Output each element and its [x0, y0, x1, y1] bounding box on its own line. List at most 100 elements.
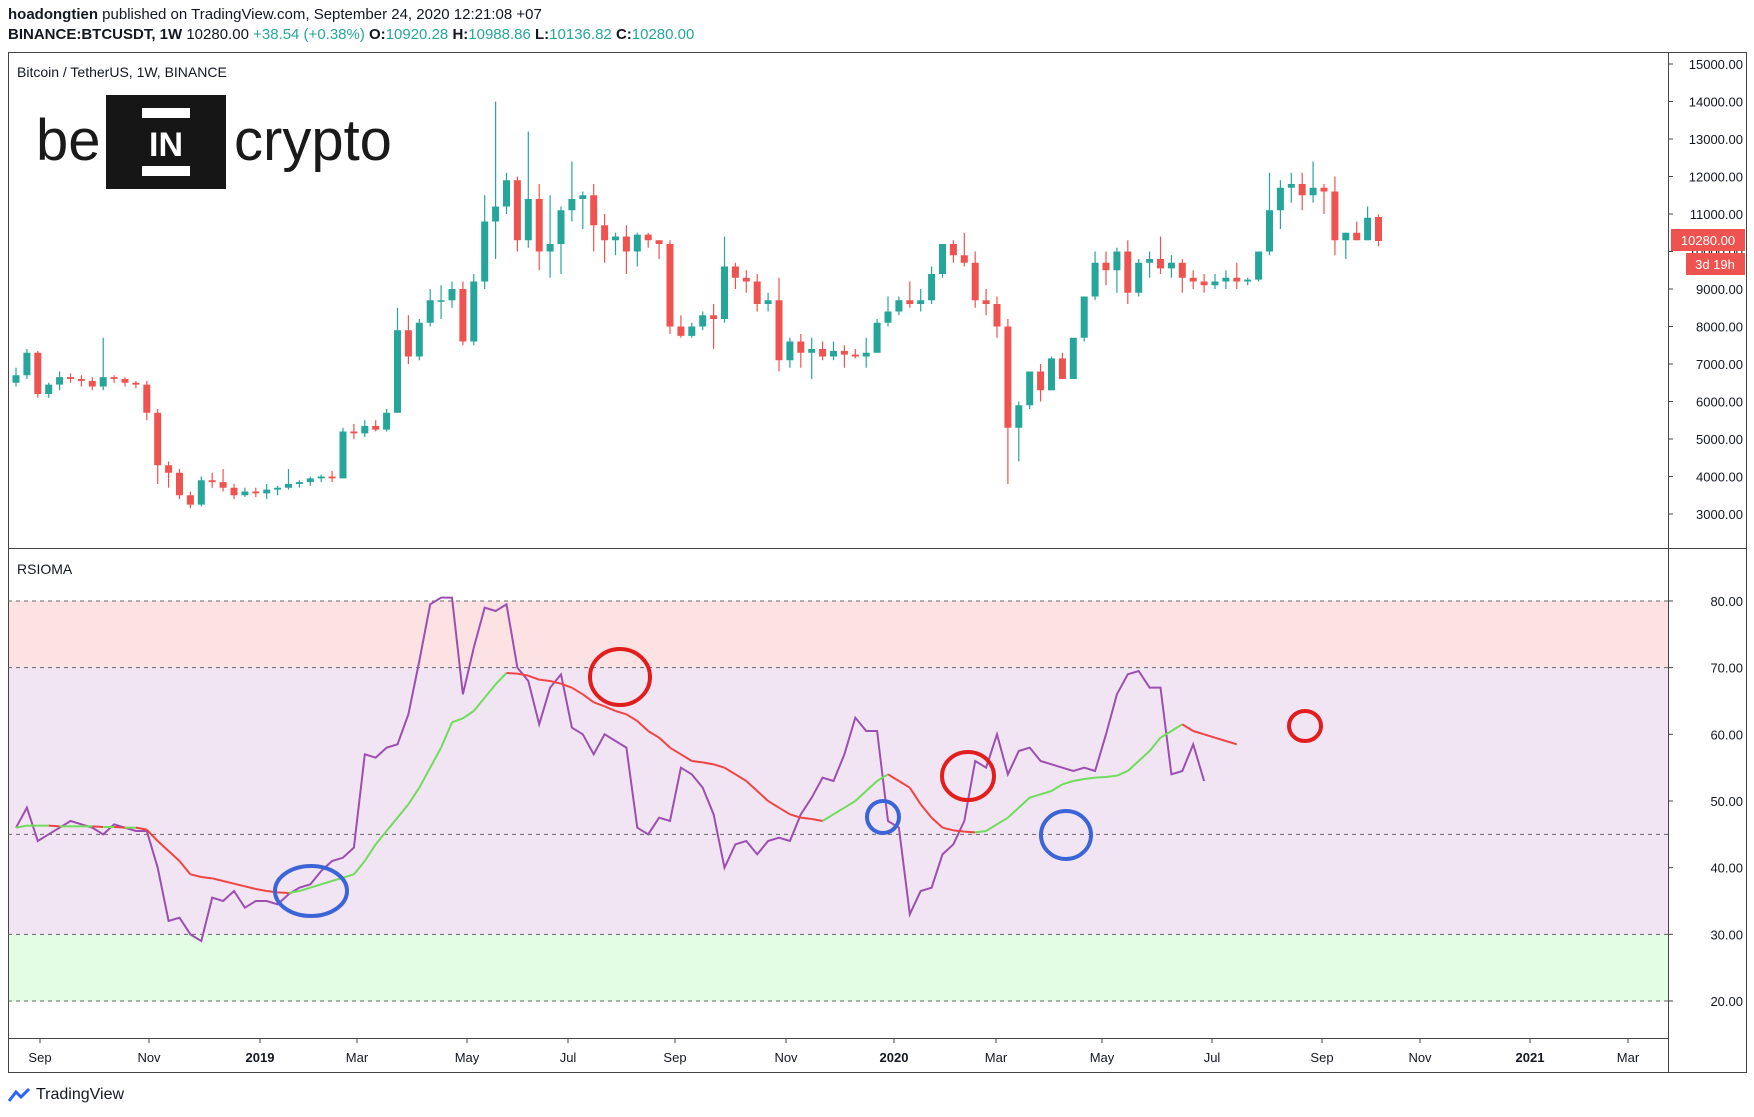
- price-tick-label: 7000.00: [1696, 357, 1743, 372]
- price-tick-label: 11000.00: [1690, 207, 1743, 222]
- publish-line: hoadongtien published on TradingView.com…: [8, 6, 542, 23]
- candle-body: [1189, 277, 1197, 282]
- logo-be: be: [36, 108, 101, 173]
- candle-body: [873, 322, 881, 353]
- candle-body: [99, 377, 107, 387]
- candle-body: [688, 326, 696, 336]
- signal-line-segment: [407, 787, 421, 805]
- candle-body: [295, 482, 303, 484]
- candle-body: [982, 300, 990, 304]
- time-tick-label: 2021: [1516, 1050, 1545, 1065]
- candle-body: [840, 350, 848, 355]
- candle-body: [328, 476, 336, 479]
- time-tick-label: Nov: [137, 1050, 161, 1065]
- candle-body: [862, 352, 870, 357]
- symbol-label[interactable]: BINANCE:BTCUSDT, 1W: [8, 26, 183, 43]
- candle-body: [285, 484, 292, 488]
- signal-line-segment: [1062, 780, 1074, 786]
- rsioma-line: [15, 596, 1206, 943]
- signal-line-segment: [822, 813, 835, 822]
- candle-body: [1015, 405, 1023, 428]
- time-tick-label: Sep: [663, 1050, 686, 1065]
- tradingview-brand[interactable]: TradingView: [8, 1086, 124, 1104]
- candle-body: [568, 199, 576, 211]
- signal-line-segment: [1116, 770, 1129, 777]
- candle-body: [1320, 187, 1328, 192]
- signal-line-segment: [178, 860, 192, 875]
- rsi-tick-label: 20.00: [1710, 994, 1743, 1009]
- rsi-zone-overbought: [9, 601, 1668, 668]
- candle-body: [764, 300, 772, 304]
- candle-body: [470, 281, 478, 342]
- signal-line-segment: [517, 672, 529, 677]
- beincrypto-logo: be IN crypto: [36, 95, 392, 189]
- candle-body: [731, 266, 739, 278]
- candle-body: [808, 349, 816, 353]
- price-axis[interactable]: 15000.00 14000.00 13000.00 12000.00 11000.00…: [1668, 57, 1743, 522]
- price-tick-label: 4000.00: [1696, 470, 1743, 485]
- signal-line-segment: [571, 686, 584, 696]
- candle-body: [1233, 277, 1241, 282]
- candle-body: [884, 311, 892, 323]
- signal-line-segment: [702, 761, 714, 766]
- signal-line-segment: [1203, 733, 1216, 739]
- signal-line-segment: [473, 697, 486, 712]
- publish-info: published on TradingView.com, September …: [102, 6, 542, 23]
- candle-body: [34, 352, 42, 394]
- high-label: H:: [452, 26, 469, 43]
- candles: [12, 101, 1382, 509]
- candle-body: [928, 274, 936, 301]
- signal-line-segment: [1192, 730, 1205, 736]
- signal-line-segment: [658, 736, 671, 749]
- signal-line-segment: [146, 828, 159, 842]
- candle-body: [492, 206, 500, 222]
- price-tick-label: 6000.00: [1696, 395, 1743, 410]
- rsi-axis[interactable]: 80.00 70.00 60.00 50.00 40.00 30.00 20.00: [1668, 594, 1743, 1009]
- candle-body: [263, 489, 271, 494]
- candle-body: [481, 221, 489, 282]
- signal-line-segment: [539, 678, 551, 682]
- signal-line-segment: [832, 806, 845, 816]
- signal-line-segment: [92, 825, 104, 828]
- candle-body: [317, 476, 325, 479]
- rsi-tick-label: 50.00: [1710, 794, 1743, 809]
- candle-body: [1167, 262, 1175, 269]
- candle-body: [786, 341, 794, 361]
- logo-crypto: crypto: [234, 108, 392, 173]
- signal-line-segment: [789, 813, 802, 819]
- candle-body: [1091, 262, 1099, 297]
- last-price-tag: [1671, 229, 1745, 251]
- publisher-name[interactable]: hoadongtien: [8, 6, 98, 23]
- time-axis[interactable]: Sep Nov 2019 Mar May Jul Sep Nov 2020 Mar May Jul Se…: [28, 1038, 1640, 1065]
- tradingview-icon: [8, 1088, 30, 1102]
- signal-line-segment: [320, 880, 333, 886]
- signal-line-segment: [1225, 740, 1238, 746]
- candle-body: [633, 234, 641, 252]
- candle-body: [176, 472, 183, 496]
- signal-line-segment: [953, 829, 965, 833]
- signal-line-segment: [549, 680, 562, 685]
- signal-line-segment: [919, 803, 933, 819]
- signal-line-segment: [429, 747, 442, 769]
- candle-body: [721, 266, 728, 319]
- signal-line-segment: [1095, 776, 1107, 779]
- candle-body: [208, 480, 216, 483]
- rsi-tick-label: 40.00: [1710, 861, 1743, 876]
- signal-line-segment: [996, 816, 1009, 826]
- candle-body: [960, 255, 968, 263]
- signal-line-segment: [876, 773, 889, 782]
- time-tick-label: 2020: [880, 1050, 909, 1065]
- candle-body: [1146, 259, 1154, 263]
- signal-line-segment: [310, 883, 322, 889]
- close-value: 10280.00: [631, 26, 695, 43]
- signal-line-segment: [975, 830, 987, 834]
- signal-line-segment: [396, 803, 410, 819]
- signal-line-segment: [1170, 723, 1183, 732]
- signal-line-segment: [1029, 793, 1041, 799]
- candle-body: [383, 412, 391, 430]
- annotations: [273, 647, 1323, 918]
- candle-body: [753, 281, 761, 304]
- candle-body: [121, 379, 129, 383]
- candle-body: [1353, 232, 1361, 241]
